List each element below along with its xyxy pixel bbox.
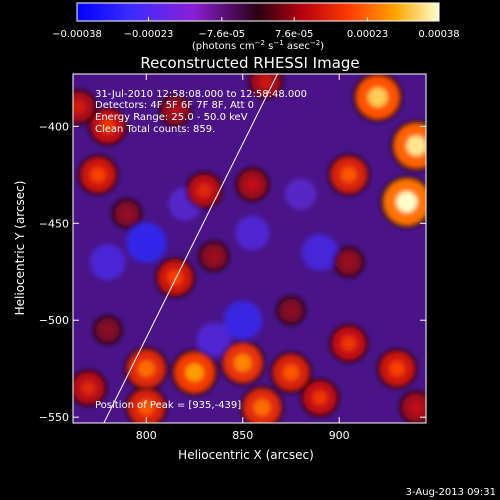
hot-spot-core-1 [90, 167, 106, 183]
hot-spot-core-27 [409, 401, 423, 414]
x-tick-label-850: 850 [232, 429, 253, 442]
hot-spot-core-3 [169, 104, 182, 117]
hot-spot-core-24 [253, 399, 271, 416]
colorbar-tick-label-0: −0.00038 [52, 29, 102, 40]
x-tick-label-800: 800 [136, 429, 157, 442]
hot-spot-core-7 [396, 191, 418, 213]
annotation-energy-range: Energy Range: 25.0 - 50.0 keV [95, 112, 248, 123]
annotation-detectors: Detectors: 4F 5F 6F 7F 8F, Att 0 [95, 100, 254, 111]
colorbar-tick-label-3: 7.6e-05 [275, 29, 313, 40]
hot-spot-core-22 [389, 361, 405, 377]
hot-spot-core-21 [341, 336, 357, 351]
hot-spot-core-9 [197, 183, 212, 198]
axis-ticks: 800 850 900 −400 −450 −500 −550 [39, 74, 426, 442]
cold-spot-2 [301, 234, 339, 271]
colorbar: −0.00038 −0.00023 −7.6e-05 7.6e-05 0.00023 0.… [52, 2, 460, 52]
plot-frame [72, 73, 427, 424]
hot-spot-core-10 [246, 178, 259, 191]
annotation-counts: Clean Total counts: 859. [95, 124, 215, 135]
limb-layer [103, 74, 278, 423]
hot-spot-core-8 [340, 166, 357, 183]
hot-spot-core-25 [312, 390, 328, 406]
hot-spot-core-19 [234, 354, 252, 372]
colorbar-tick-label-5: 0.00038 [418, 29, 459, 40]
y-tick-label--500: −500 [39, 314, 69, 327]
hot-spot-core-2 [73, 100, 86, 114]
peak-position-label: Position of Peak = [935,-439] [95, 400, 241, 411]
colorbar-tick-label-1: −0.00023 [124, 29, 174, 40]
heatmap-layer [73, 74, 426, 423]
colorbar-unit-text: (photons cm [192, 41, 255, 52]
annotation-time-range: 31-Jul-2010 12:58:08.000 to 12:58:48.000 [95, 89, 307, 100]
colorbar-unit-label: (photons cm−2 s−1 asec−2) [192, 39, 324, 52]
cold-spot-1 [223, 300, 263, 340]
cold-spot-7 [89, 244, 126, 280]
hot-spot-core-26 [81, 381, 96, 396]
cold-spot-0 [126, 222, 167, 263]
x-axis-label: Heliocentric X (arcsec) [178, 448, 314, 462]
colorbar-unit-text: s [265, 41, 273, 52]
colorbar-unit-exponent: −2 [310, 39, 320, 47]
hot-spot-core-16 [343, 256, 355, 268]
solar-limb-line [103, 74, 278, 423]
chart-title: Reconstructed RHESSI Image [140, 54, 359, 72]
colorbar-tick-label-2: −7.6e-05 [198, 29, 245, 40]
cold-spot-6 [284, 178, 317, 210]
hot-spot-core-5 [368, 87, 388, 107]
colorbar-ticks: −0.00038 −0.00023 −7.6e-05 7.6e-05 0.00023 0.… [52, 17, 460, 40]
hot-spot-core-6 [406, 135, 426, 156]
cold-spot-3 [235, 215, 270, 251]
y-tick-label--400: −400 [39, 120, 69, 133]
hot-spot-core-15 [285, 305, 297, 316]
colorbar-unit-exponent: −1 [273, 39, 283, 47]
hot-spot-core-14 [102, 324, 114, 336]
y-tick-label--450: −450 [39, 217, 69, 230]
hot-spot-core-4 [259, 75, 273, 89]
hot-spot-core-13 [208, 250, 220, 262]
y-tick-label--550: −550 [39, 411, 69, 424]
hot-spot-core-11 [121, 208, 133, 220]
colorbar-gradient [76, 2, 440, 22]
x-tick-label-900: 900 [329, 429, 350, 442]
plot-area: 800 850 900 −400 −450 −500 −550 [39, 73, 427, 442]
colorbar-tick-label-4: 0.00023 [347, 29, 388, 40]
y-axis-label: Heliocentric Y (arcsec) [13, 181, 27, 316]
hot-spot-core-17 [137, 360, 155, 378]
plot-timestamp: 3-Aug-2013 09:31 [406, 487, 496, 498]
hot-spot-core-12 [167, 269, 183, 286]
annotation-block: 31-Jul-2010 12:58:08.000 to 12:58:48.000… [95, 89, 307, 411]
colorbar-unit-exponent: −2 [255, 39, 265, 47]
colorbar-unit-text: asec [284, 41, 310, 52]
colorbar-unit-text: ) [320, 41, 324, 52]
hot-spot-core-20 [282, 364, 300, 381]
hot-spot-core-18 [185, 363, 204, 382]
hot-spot-core-23 [138, 399, 155, 416]
cold-spot-5 [196, 322, 231, 357]
hot-spot-core-0 [100, 118, 116, 134]
